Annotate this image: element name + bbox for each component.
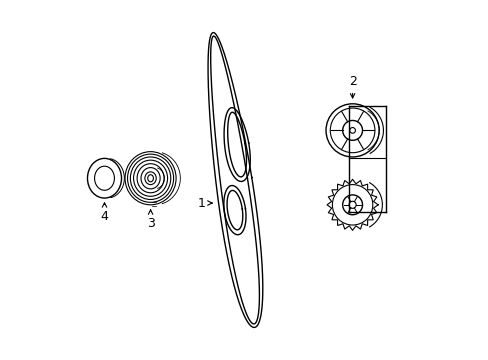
Text: 2: 2 bbox=[348, 75, 356, 98]
Text: 1: 1 bbox=[197, 197, 212, 210]
Text: 4: 4 bbox=[101, 203, 108, 223]
Text: 3: 3 bbox=[146, 210, 154, 230]
